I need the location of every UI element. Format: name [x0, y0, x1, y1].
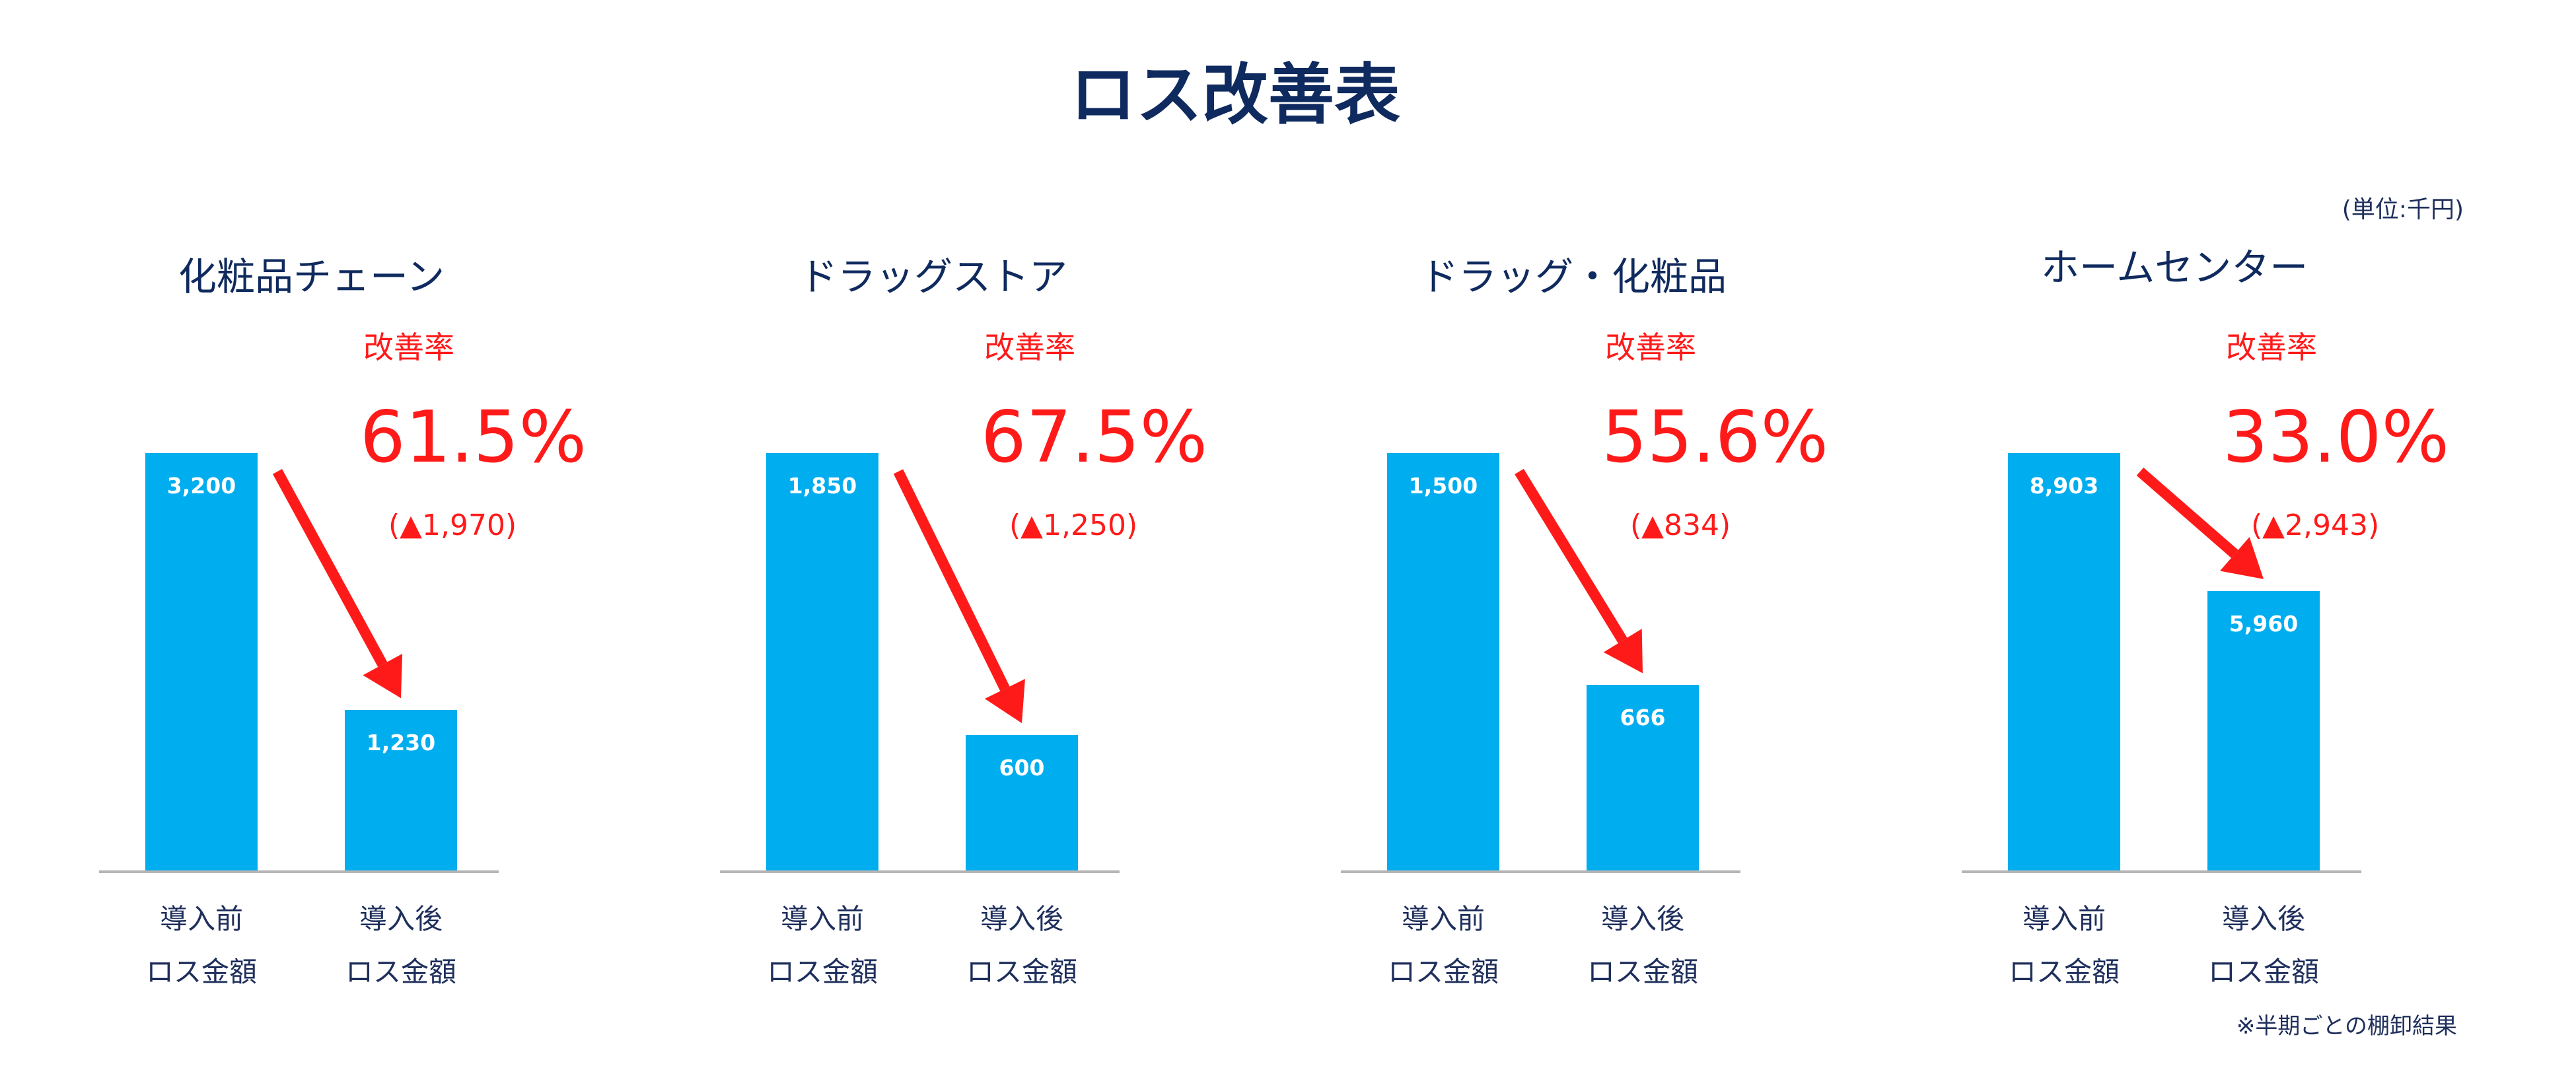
bar-value-label: 666: [1620, 705, 1666, 731]
bar-after: [966, 735, 1078, 870]
arrow-shaft: [1515, 468, 1628, 644]
x-tick-line: ロス金額: [2207, 956, 2319, 988]
bar-after: [2207, 590, 2320, 870]
page-title: ロス改善表: [1070, 56, 1400, 133]
bar-before: [2008, 453, 2120, 870]
decrease-arrow: [893, 469, 1025, 724]
arrow-shaft: [272, 469, 388, 667]
x-tick-label: 導入前 ロス金額: [116, 893, 287, 999]
x-tick-line: 導入前: [1401, 903, 1485, 935]
bar-after: [345, 710, 457, 870]
x-tick-label: 導入後 ロス金額: [2178, 893, 2349, 999]
chart-title: 化粧品チェーン: [178, 254, 445, 299]
x-tick-label: 導入前 ロス金額: [736, 893, 908, 999]
x-axis-line: [1341, 870, 1740, 873]
chart-panel: ドラッグストア改善率 67.5% (▲1,250) 1,850 導入前ロス金額 600 導入…: [713, 0, 1207, 1091]
chart-title: ドラッグストア: [799, 254, 1068, 299]
chart-title: ホームセンター: [2041, 245, 2308, 290]
x-tick-line: 導入後: [980, 903, 1063, 935]
arrow-head: [363, 653, 403, 699]
improvement-label: 改善率: [363, 330, 454, 365]
improvement-diff: (▲1,250): [1009, 509, 1138, 542]
x-tick-line: ロス金額: [2008, 956, 2120, 988]
bar-before: [145, 453, 258, 870]
x-tick-label: 導入後 ロス金額: [315, 893, 487, 999]
footnote: ※半期ごとの棚卸結果: [2236, 1013, 2457, 1039]
improvement-diff: (▲834): [1630, 509, 1731, 542]
x-tick-label: 導入後 ロス金額: [936, 893, 1108, 999]
x-axis-line: [720, 870, 1120, 873]
decrease-arrow: [272, 469, 403, 699]
x-tick-line: 導入後: [1600, 903, 1684, 935]
chart-title: ドラッグ・化粧品: [1420, 254, 1727, 299]
x-tick-line: 導入後: [2221, 903, 2305, 935]
bar-after: [1587, 685, 1699, 870]
arrow-shaft: [2136, 467, 2238, 558]
x-tick-label: 導入後 ロス金額: [1557, 893, 1729, 999]
bar-before: [766, 453, 878, 870]
chart-panel: ホームセンター改善率 33.0% (▲2,943) 8,903 導入前ロス金額 5,960…: [1955, 0, 2449, 1091]
x-axis-line: [99, 870, 499, 873]
bar-value-label: 5,960: [2229, 610, 2299, 637]
bar-value-label: 3,200: [166, 473, 236, 499]
bar-value-label: 1,500: [1408, 473, 1478, 499]
decrease-arrow: [1515, 468, 1643, 674]
x-tick-label: 導入前 ロス金額: [1357, 893, 1529, 999]
improvement-diff: (▲2,943): [2251, 509, 2380, 542]
unit-note: (単位:千円): [2342, 196, 2464, 223]
x-tick-line: ロス金額: [1387, 956, 1499, 988]
improvement-rate: 33.0%: [2223, 396, 2450, 479]
improvement-label: 改善率: [1605, 330, 1696, 365]
x-tick-line: ロス金額: [345, 956, 456, 988]
x-tick-line: ロス金額: [1587, 956, 1698, 988]
chart-panel: 化粧品チェーン改善率 61.5% (▲1,970) 3,200 導入前ロス金額 1,230…: [92, 0, 587, 1091]
chart-panel: ドラッグ・化粧品改善率 55.6% (▲834) 1,500 導入前ロス金額 666 導入後…: [1334, 0, 1828, 1091]
improvement-rate: 67.5%: [981, 396, 1208, 479]
bar-value-label: 8,903: [2029, 473, 2099, 499]
arrow-shaft: [893, 469, 1010, 691]
improvement-diff: (▲1,970): [388, 509, 517, 542]
x-axis-line: [1962, 870, 2361, 873]
bar-before: [1387, 453, 1499, 870]
x-tick-line: 導入前: [159, 903, 243, 935]
improvement-rate: 55.6%: [1602, 396, 1829, 479]
arrow-head: [984, 678, 1025, 724]
x-tick-label: 導入前 ロス金額: [1978, 893, 2150, 999]
bar-value-label: 600: [999, 755, 1045, 781]
x-tick-line: ロス金額: [145, 956, 257, 988]
x-tick-line: 導入後: [359, 903, 443, 935]
arrow-head: [1603, 629, 1643, 674]
improvement-label: 改善率: [984, 330, 1075, 365]
arrow-head: [2219, 537, 2264, 579]
bar-value-label: 1,230: [366, 730, 436, 756]
x-tick-line: 導入前: [2022, 903, 2106, 935]
improvement-label: 改善率: [2226, 330, 2317, 365]
bar-value-label: 1,850: [787, 473, 857, 499]
improvement-rate: 61.5%: [360, 396, 587, 479]
x-tick-line: 導入前: [780, 903, 864, 935]
decrease-arrow: [2136, 467, 2264, 579]
x-tick-line: ロス金額: [766, 956, 878, 988]
x-tick-line: ロス金額: [966, 956, 1077, 988]
